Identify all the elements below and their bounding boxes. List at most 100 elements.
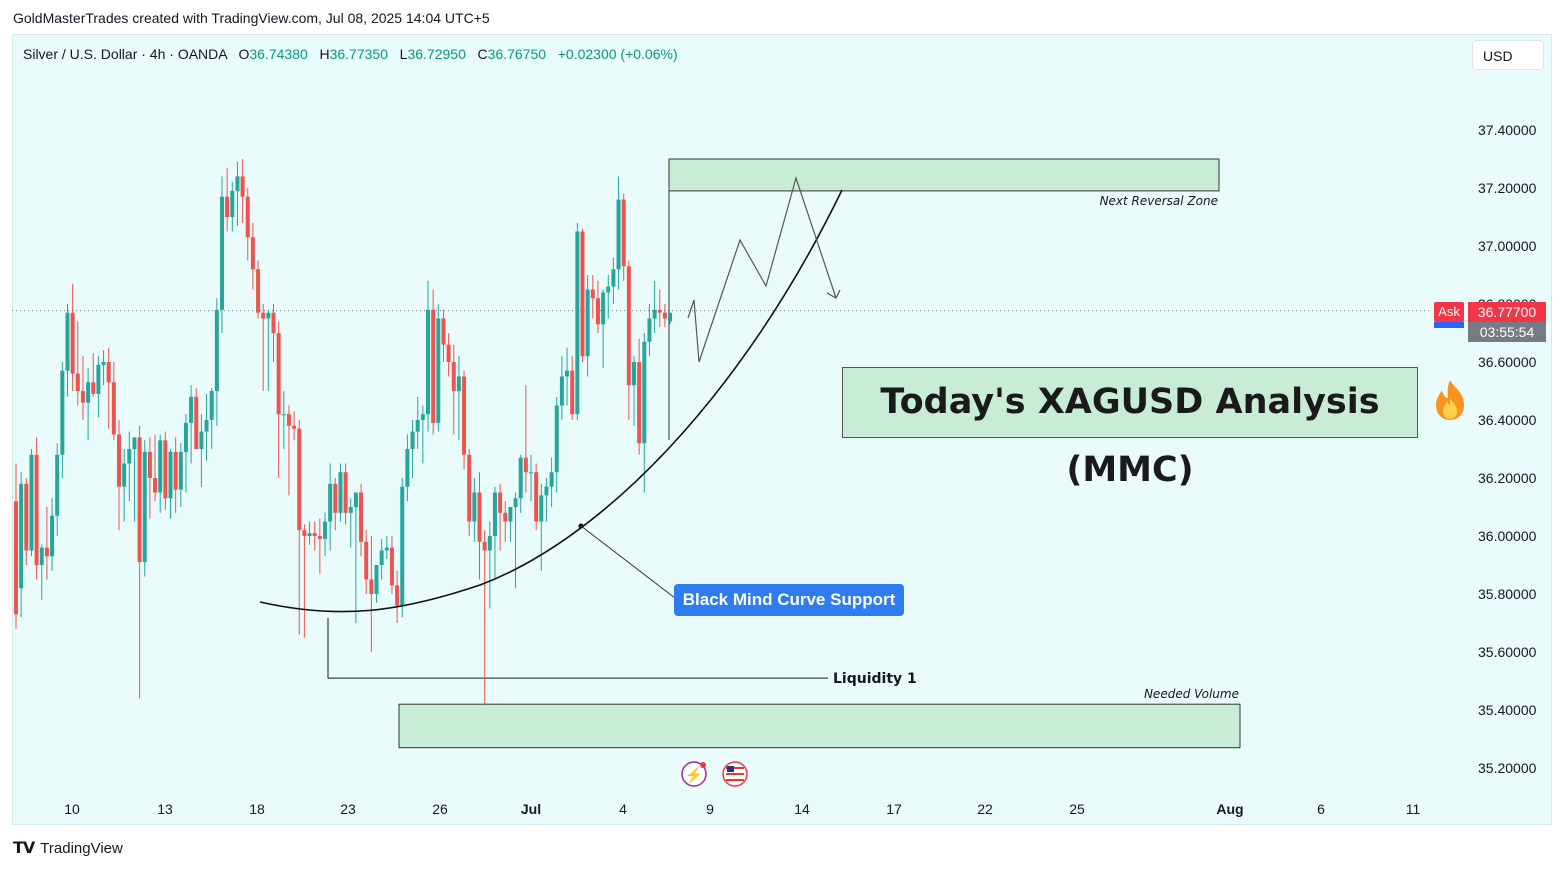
x-tick-label: 17 — [886, 801, 902, 817]
open-label: O — [238, 46, 250, 62]
candle-body — [302, 530, 307, 536]
candle-body — [137, 437, 142, 563]
y-tick-label: 37.00000 — [1478, 238, 1537, 254]
candle-body — [626, 266, 631, 386]
candle-body — [544, 486, 549, 496]
candle-body — [199, 431, 204, 449]
x-tick-label: 11 — [1406, 801, 1421, 817]
candle-body — [503, 512, 508, 522]
candle-body — [127, 449, 132, 464]
candle-body — [585, 289, 590, 357]
x-tick-label: 10 — [64, 801, 80, 817]
candle-body — [467, 454, 472, 522]
candle-body — [451, 362, 456, 391]
candle-body — [101, 362, 106, 365]
open-value: 36.74380 — [249, 46, 308, 62]
y-tick-label: 36.00000 — [1478, 528, 1537, 544]
candle-body — [539, 495, 544, 522]
candle-body — [117, 434, 121, 487]
projection-arrowhead — [826, 289, 841, 299]
candle-body — [446, 344, 451, 362]
x-tick-label: 22 — [977, 801, 993, 817]
candle-body — [436, 318, 441, 423]
candle-body — [245, 196, 250, 238]
candle-body — [415, 420, 420, 432]
y-tick-label: 35.20000 — [1478, 760, 1537, 776]
candle-body — [575, 231, 580, 415]
candle-body — [34, 454, 39, 565]
candle-body — [570, 370, 575, 415]
candle-body — [24, 483, 29, 551]
candle-body — [132, 437, 137, 449]
tradingview-logo[interactable]: 𝗧𝗩 TradingView — [13, 838, 123, 858]
candle-body — [389, 547, 394, 586]
candle-body — [554, 405, 559, 473]
candle-body — [297, 428, 302, 531]
candle-body — [235, 176, 240, 191]
candle-body — [559, 376, 564, 406]
candle-body — [323, 521, 327, 539]
bar-countdown: 03:55:54 — [1468, 322, 1546, 342]
currency-selector[interactable]: USD — [1472, 40, 1544, 70]
candle-body — [163, 440, 168, 499]
y-tick-label: 35.40000 — [1478, 702, 1537, 718]
candle-body — [405, 449, 410, 487]
y-tick-label: 37.20000 — [1478, 180, 1537, 196]
candle-body — [508, 507, 513, 522]
candle-body — [60, 370, 65, 455]
candle-body — [75, 373, 80, 391]
candle-body — [96, 364, 101, 394]
needed-volume-label: Needed Volume — [1144, 687, 1239, 701]
candle-body — [276, 333, 281, 415]
symbol-ohlc-legend: Silver / U.S. Dollar · 4h · OANDA O36.74… — [23, 46, 678, 62]
needed-volume-box — [398, 703, 1241, 749]
candle-body — [662, 312, 667, 319]
candle-body — [353, 492, 358, 507]
candle-body — [456, 376, 461, 391]
y-tick-label: 35.60000 — [1478, 644, 1537, 660]
candle-body — [225, 196, 230, 217]
tradingview-logo-icon: 𝗧𝗩 — [13, 840, 35, 857]
candle-body — [338, 472, 343, 513]
y-tick-label: 37.40000 — [1478, 122, 1537, 138]
candle-body — [209, 391, 214, 420]
candle-body — [472, 492, 477, 522]
candle-body — [395, 585, 400, 606]
x-tick-label: 9 — [706, 801, 714, 817]
x-tick-label: 25 — [1069, 801, 1085, 817]
candle-body — [317, 536, 322, 539]
candle-body — [364, 541, 369, 580]
candle-body — [637, 362, 642, 444]
candle-body — [410, 431, 415, 449]
x-tick-label: 6 — [1317, 801, 1325, 817]
ask-label: Ask — [1434, 302, 1464, 322]
candle-body — [173, 451, 178, 490]
candle-body — [549, 472, 554, 487]
candle-body — [523, 457, 528, 473]
x-tick-label: Aug — [1216, 801, 1243, 817]
candle-body — [441, 318, 446, 345]
curve-support-label[interactable]: Black Mind Curve Support — [674, 584, 904, 616]
reversal-zone-label: Next Reversal Zone — [1100, 194, 1218, 208]
candle-body — [518, 457, 523, 499]
x-tick-label: 26 — [432, 801, 448, 817]
candle-body — [652, 309, 657, 319]
candle-body — [498, 492, 503, 513]
candle-body — [240, 176, 245, 197]
candle-body — [431, 309, 436, 423]
change-value: +0.02300 (+0.06%) — [557, 46, 678, 62]
candle-body — [611, 269, 616, 287]
candle-body — [286, 414, 291, 426]
candle-body — [261, 312, 266, 319]
reversal-zone-box — [668, 158, 1220, 192]
x-tick-label: 14 — [794, 801, 810, 817]
candle-body — [168, 451, 173, 499]
chart-credit: GoldMasterTrades created with TradingVie… — [13, 10, 490, 26]
candle-body — [384, 547, 389, 551]
candle-body — [595, 298, 600, 325]
curve-support-line — [259, 189, 843, 613]
candle-body — [343, 472, 348, 513]
low-label: L — [399, 46, 408, 62]
candle-body — [642, 341, 647, 444]
analysis-title-box[interactable]: Today's XAGUSD Analysis (MMC) — [842, 367, 1418, 490]
